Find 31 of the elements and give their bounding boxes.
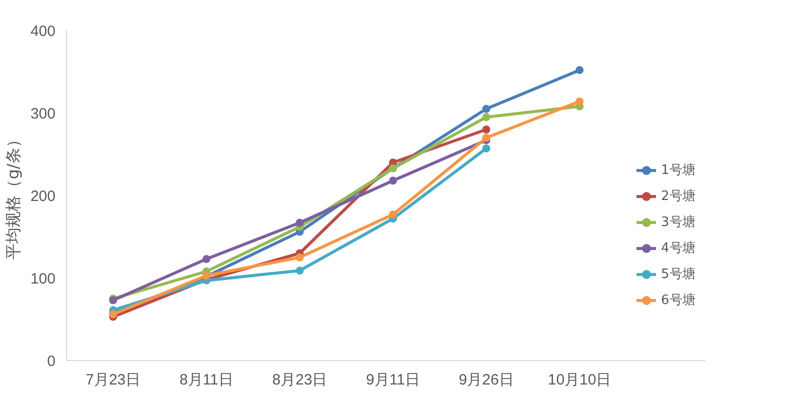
point [482, 113, 490, 122]
x-tick-label: 9月11日 [366, 372, 420, 388]
y-tick-label: 400 [30, 23, 56, 40]
x-tick-label: 8月23日 [272, 372, 328, 388]
x-tick-label: 8月11日 [179, 372, 234, 388]
legend-label: 6号塘 [661, 292, 696, 309]
y-tick-label: 100 [30, 270, 56, 288]
point [482, 134, 490, 142]
point [296, 253, 304, 262]
legend-label: 5号塘 [661, 266, 696, 283]
legend-label: 3号塘 [661, 214, 696, 231]
point [576, 66, 584, 74]
y-axis-title: 平均规格（g/条） [3, 132, 22, 260]
point [296, 218, 304, 227]
point [482, 104, 490, 113]
x-tick-label: 9月26日 [458, 372, 514, 388]
point [482, 126, 490, 134]
x-tick-label: 10月10日 [548, 372, 612, 388]
legend-label: 2号塘 [661, 188, 696, 205]
y-tick-label: 300 [30, 106, 56, 122]
point [576, 97, 584, 106]
x-tick-label: 7月23日 [86, 372, 141, 388]
point [388, 210, 397, 218]
legend-label: 4号塘 [661, 240, 696, 257]
point [482, 144, 490, 152]
y-tick-label: 0 [47, 353, 56, 370]
y-tick-label: 200 [30, 188, 56, 205]
point [296, 266, 304, 275]
legend-label: 1号塘 [661, 162, 696, 179]
point [388, 176, 397, 185]
point [202, 255, 210, 264]
